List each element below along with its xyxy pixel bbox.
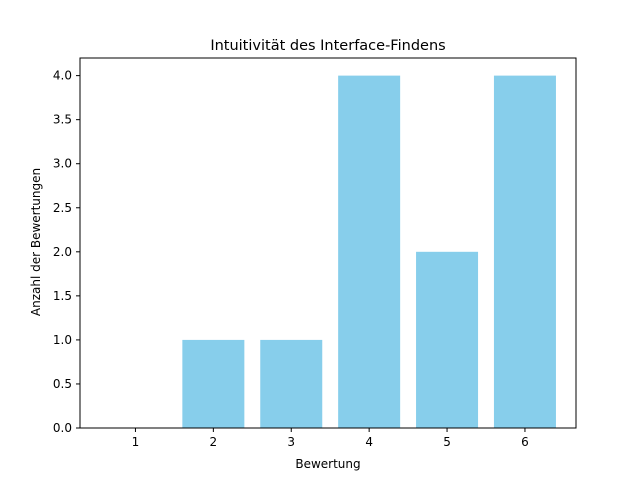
y-axis-label: Anzahl der Bewertungen [29, 168, 43, 316]
y-tick-label: 4.0 [53, 69, 72, 83]
y-tick-label: 3.0 [53, 157, 72, 171]
y-tick-label: 0.5 [53, 377, 72, 391]
x-tick-label: 3 [287, 435, 295, 449]
x-tick-label: 2 [210, 435, 218, 449]
bar-3 [260, 339, 323, 428]
x-axis-label: Bewertung [295, 457, 360, 471]
y-tick-label: 0.0 [53, 421, 72, 435]
y-axis-ticks: 0.0 0.5 1.0 1.5 2.0 2.5 3.0 3.5 4.0 [53, 69, 80, 435]
x-tick-label: 6 [521, 435, 529, 449]
bars-group [182, 75, 556, 428]
y-tick-label: 1.0 [53, 333, 72, 347]
y-tick-label: 2.0 [53, 245, 72, 259]
y-tick-label: 1.5 [53, 289, 72, 303]
y-tick-label: 3.5 [53, 113, 72, 127]
bar-5 [416, 251, 479, 428]
x-tick-label: 1 [132, 435, 140, 449]
bar-2 [182, 339, 245, 428]
x-tick-label: 4 [365, 435, 373, 449]
x-axis-ticks: 1 2 3 4 5 6 [132, 428, 529, 449]
x-tick-label: 5 [443, 435, 451, 449]
bar-4 [338, 75, 401, 428]
chart-title: Intuitivität des Interface-Findens [210, 38, 445, 54]
bar-6 [493, 75, 556, 428]
y-tick-label: 2.5 [53, 201, 72, 215]
plot-area-frame [79, 57, 577, 429]
